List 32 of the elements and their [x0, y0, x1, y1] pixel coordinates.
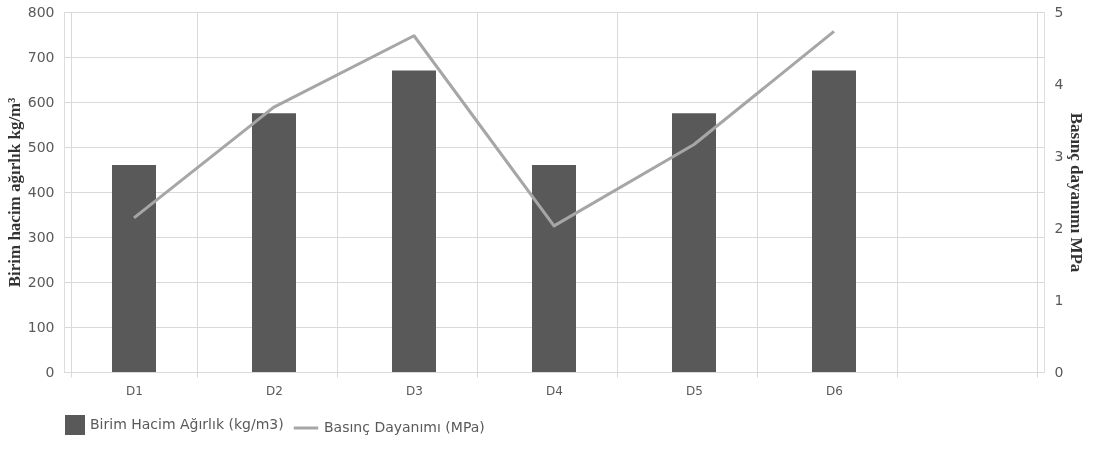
- y-tick-label: 300: [27, 228, 55, 245]
- y2-tick-label: 2: [1054, 219, 1064, 236]
- bar: [252, 113, 296, 372]
- legend-label: Birim Hacim Ağırlık (kg/m3): [90, 416, 284, 432]
- x-tick-label: D3: [406, 383, 423, 398]
- y-axis-title: Birim hacim ağırlık kg/m³: [4, 97, 24, 288]
- legend-label: Basınç Dayanımı (MPa): [324, 419, 485, 435]
- y2-tick-label: 5: [1054, 3, 1064, 20]
- y-tick-label: 400: [27, 183, 55, 200]
- bar: [112, 165, 156, 372]
- y-tick-label: 100: [27, 318, 55, 335]
- x-tick-label: D1: [126, 383, 143, 398]
- y2-axis-title: Basınç dayanımı MPa: [1067, 112, 1087, 273]
- bar: [532, 165, 576, 372]
- y-tick-label: 500: [27, 138, 55, 155]
- x-tick-label: D2: [266, 383, 283, 398]
- bar: [392, 70, 436, 372]
- y2-tick-label: 4: [1054, 75, 1064, 92]
- x-tick-label: D5: [686, 383, 703, 398]
- y2-tick-label: 0: [1054, 363, 1064, 380]
- y-tick-label: 200: [27, 273, 55, 290]
- y2-tick-label: 3: [1054, 147, 1064, 164]
- line-series: [132, 29, 836, 228]
- bar: [672, 113, 716, 372]
- x-tick-label: D6: [826, 383, 843, 398]
- bar: [812, 70, 856, 372]
- y2-tick-label: 1: [1054, 291, 1064, 308]
- y-tick-label: 700: [27, 48, 55, 65]
- y-tick-label: 600: [27, 93, 55, 110]
- x-tick-label: D4: [546, 383, 563, 398]
- y-tick-label: 800: [27, 3, 55, 20]
- y-tick-label: 0: [45, 363, 55, 380]
